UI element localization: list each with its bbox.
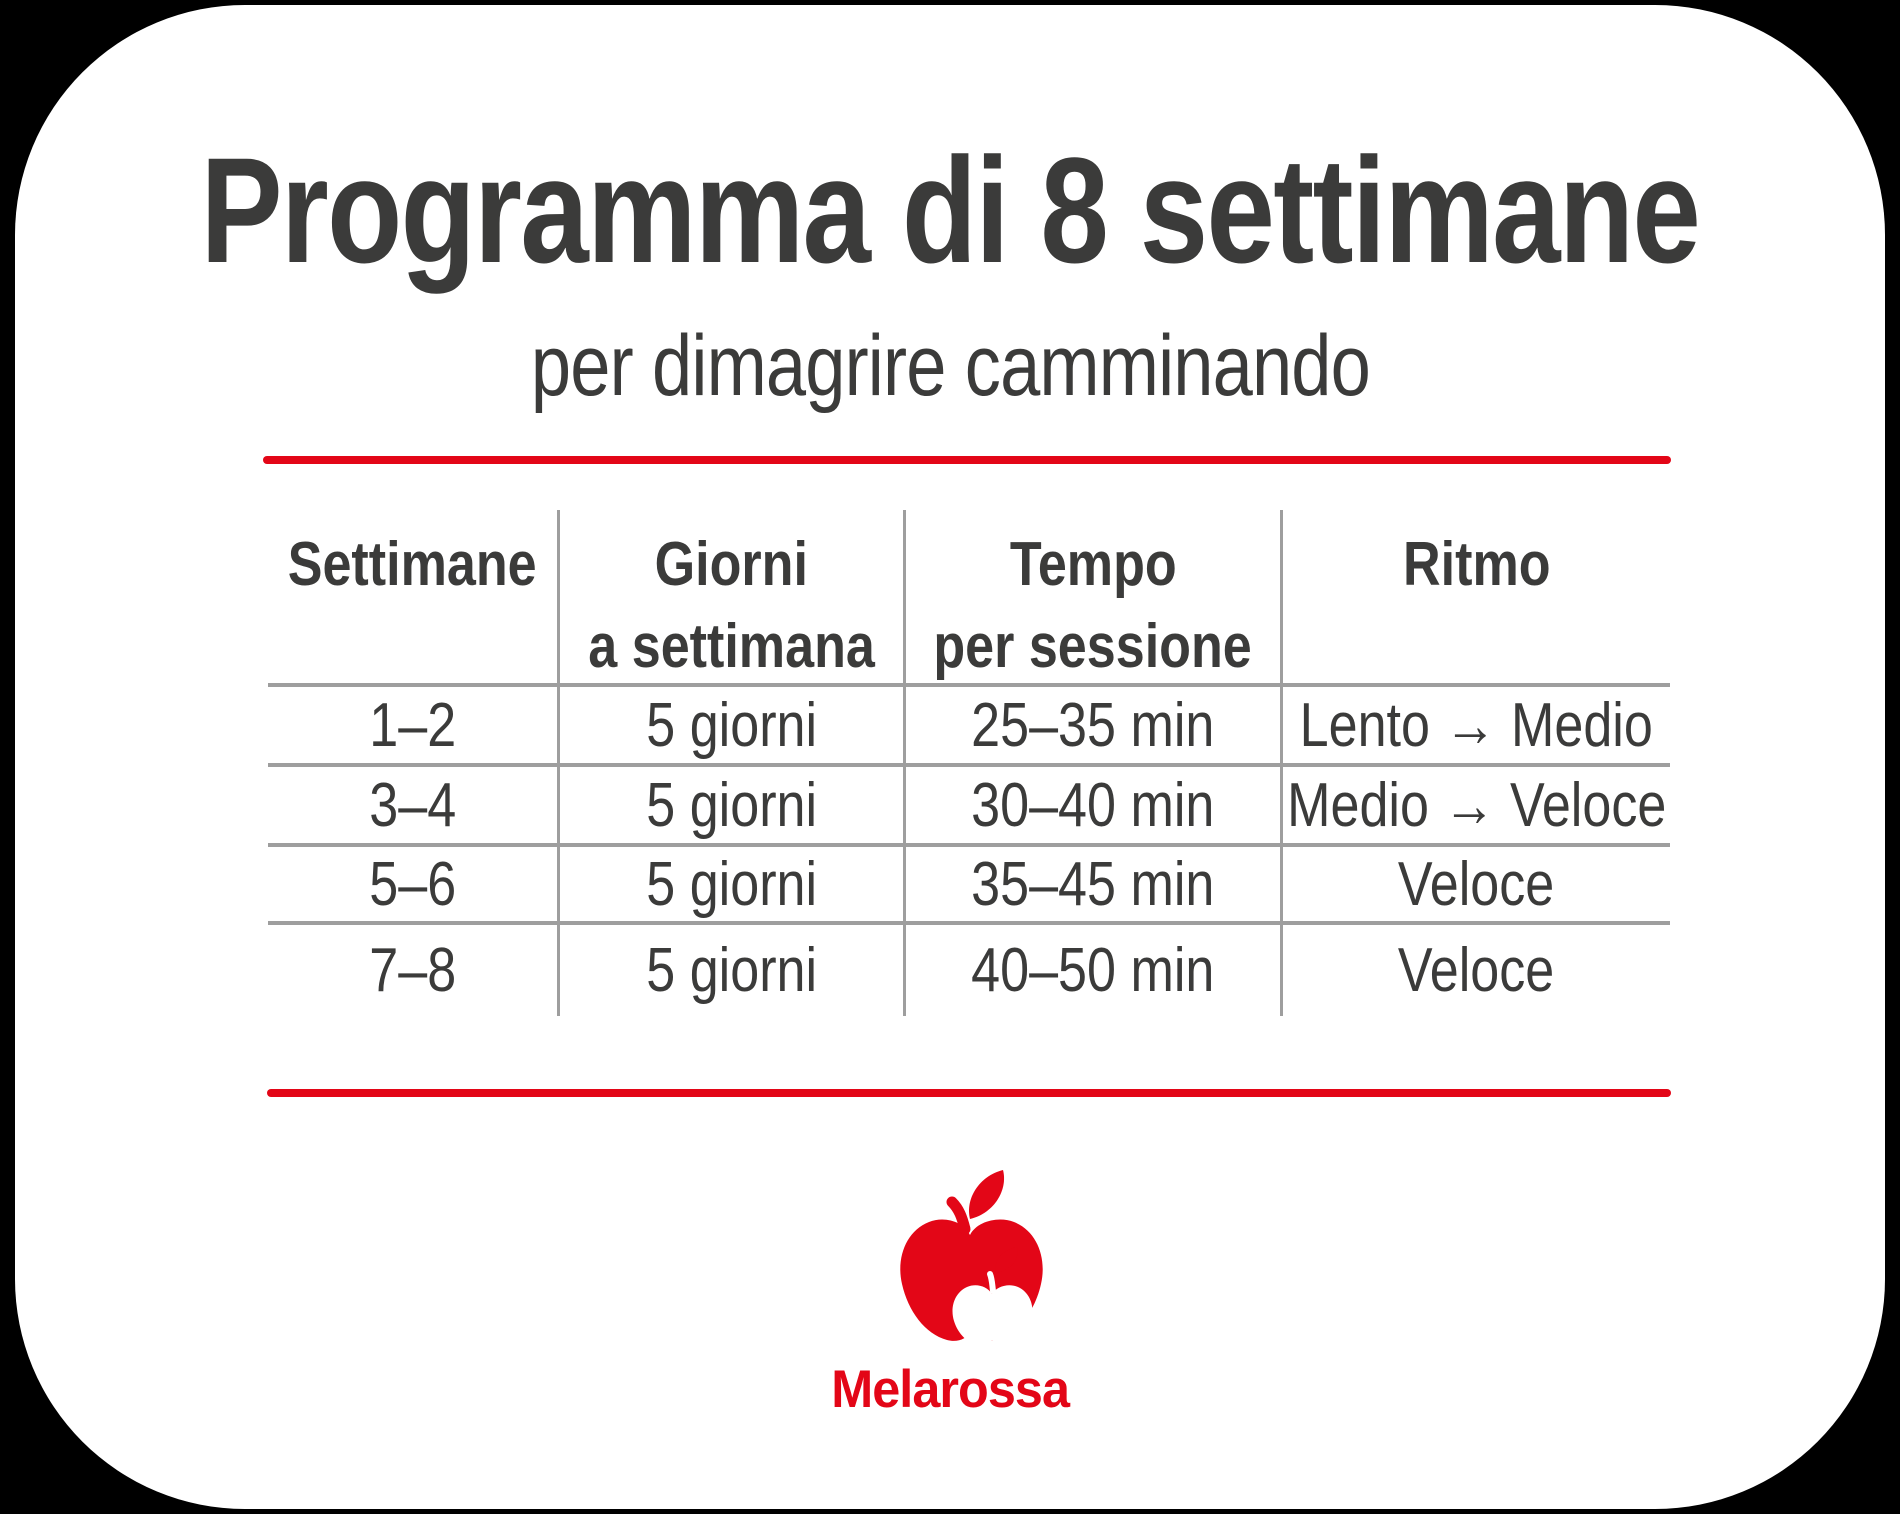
cell-text: 5–6 [369,849,456,919]
page-title: Programma di 8 settimane [15,135,1885,285]
cell-time-1: 25–35 min [906,683,1283,763]
cell-weeks-4: 7–8 [268,921,560,1016]
cell-days-4: 5 giorni [560,921,906,1016]
cell-text: 1–2 [369,690,456,760]
cell-pace-3: Veloce [1283,843,1670,921]
cell-weeks-3: 5–6 [268,843,560,921]
header-line2: a settimana [588,612,875,681]
cell-text: 5 giorni [646,936,817,1005]
cell-text: Medio → Veloce [1286,770,1667,840]
column-header-ritmo: Ritmo [1283,510,1670,683]
card: Programma di 8 settimane per dimagrire c… [15,5,1885,1509]
header-line1: Settimane [288,530,537,599]
cell-text: 3–4 [369,770,456,840]
cell-text: 5 giorni [646,690,817,760]
cell-text: 5 giorni [646,849,817,919]
page-subtitle: per dimagrire camminando [15,323,1885,409]
program-table: Settimane Giorni a settimana Tempo per s… [268,510,1670,1016]
cell-text: 35–45 min [971,849,1215,919]
cell-days-2: 5 giorni [560,763,906,843]
cell-text: Veloce [1398,849,1555,919]
cell-days-1: 5 giorni [560,683,906,763]
column-header-tempo: Tempo per sessione [906,510,1283,683]
cell-time-3: 35–45 min [906,843,1283,921]
brand-name: Melarossa [15,1363,1885,1416]
cell-time-4: 40–50 min [906,921,1283,1016]
divider-top [263,456,1671,464]
column-header-giorni: Giorni a settimana [560,510,906,683]
apple-icon [900,1170,1043,1347]
cell-text: 7–8 [369,936,456,1005]
cell-text: 5 giorni [646,770,817,840]
cell-weeks-2: 3–4 [268,763,560,843]
cell-text: 40–50 min [971,936,1215,1005]
cell-pace-2: Medio → Veloce [1283,763,1670,843]
cell-time-2: 30–40 min [906,763,1283,843]
cell-text: Lento → Medio [1299,690,1654,760]
cell-text: Veloce [1398,936,1555,1005]
header-line2: per sessione [933,612,1253,681]
cell-weeks-1: 1–2 [268,683,560,763]
cell-pace-1: Lento → Medio [1283,683,1670,763]
brand-name-text: Melarossa [831,1360,1070,1419]
cell-pace-4: Veloce [1283,921,1670,1016]
cell-text: 25–35 min [971,690,1215,760]
divider-bottom [267,1089,1671,1097]
cell-text: 30–40 min [971,770,1215,840]
column-header-settimane: Settimane [268,510,560,683]
page-title-text: Programma di 8 settimane [200,126,1701,294]
header-line1: Ritmo [1402,530,1551,599]
header-line1: Tempo [1009,530,1177,599]
header-line1: Giorni [654,530,809,599]
page-subtitle-text: per dimagrire camminando [530,318,1370,414]
cell-days-3: 5 giorni [560,843,906,921]
